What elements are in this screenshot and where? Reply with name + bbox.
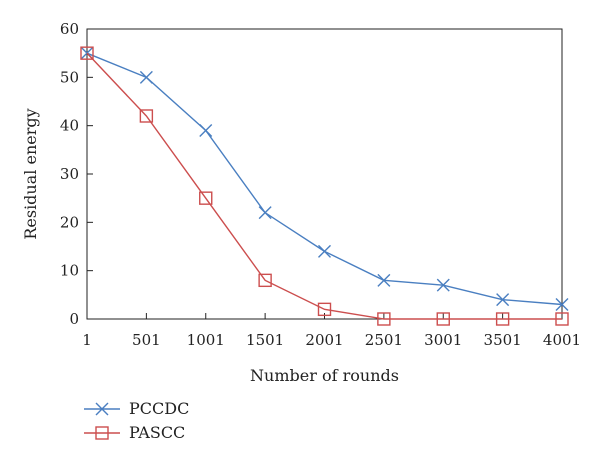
legend-marker-pccdc: [95, 402, 109, 416]
data-point-pccdc-1001: [199, 124, 213, 137]
y-tick-label: 30: [60, 165, 79, 183]
data-point-pccdc-1501: [258, 206, 272, 220]
y-tick-label: 10: [60, 262, 79, 280]
x-tick-label: 2501: [365, 331, 403, 349]
data-point-pccdc-2501: [377, 273, 391, 287]
y-tick-label: 50: [60, 68, 79, 86]
x-axis-ticks: 1 501 1001 1501 2001 2501 3001 3501 4001: [82, 313, 581, 349]
legend-item-pascc: PASCC: [84, 423, 185, 442]
series-layer: [80, 46, 569, 326]
data-point-pccdc-2001: [318, 244, 331, 258]
x-axis-label: Number of rounds: [250, 366, 399, 385]
data-point-pascc-1: [80, 46, 94, 60]
y-tick-label: 40: [60, 117, 79, 135]
x-tick-label: 1: [82, 331, 92, 349]
x-tick-label: 1501: [246, 331, 284, 349]
legend: PCCDC PASCC: [84, 399, 189, 442]
data-point-pccdc-4001: [555, 298, 569, 311]
x-tick-label: 501: [132, 331, 161, 349]
data-point-pascc-3001: [436, 312, 450, 326]
data-point-pascc-2001: [317, 302, 332, 317]
legend-item-pccdc: PCCDC: [84, 399, 189, 418]
y-axis-label: Residual energy: [21, 108, 40, 239]
data-point-pascc-1001: [199, 191, 213, 205]
series-line-pascc: [86, 52, 562, 320]
x-tick-label: 4001: [543, 331, 581, 349]
series-pascc: [80, 46, 569, 326]
y-axis-ticks: 0 10 20 30 40 50 60: [60, 20, 93, 328]
y-tick-label: 60: [60, 20, 79, 38]
y-tick-label: 0: [69, 310, 79, 328]
data-point-pccdc-3001: [436, 278, 450, 292]
legend-label: PASCC: [129, 423, 185, 442]
y-tick-label: 20: [60, 213, 79, 231]
data-point-pascc-1501: [258, 273, 272, 288]
plot-frame: [86, 28, 563, 320]
data-point-pccdc-3501: [496, 293, 510, 307]
data-point-pascc-501: [139, 109, 154, 123]
x-tick-label: 3001: [424, 331, 462, 349]
data-point-pascc-2501: [377, 312, 391, 326]
x-tick-label: 2001: [305, 331, 343, 349]
series-pccdc: [80, 46, 569, 311]
data-point-pascc-3501: [495, 312, 510, 326]
series-line-pccdc: [86, 52, 563, 306]
legend-label: PCCDC: [129, 399, 189, 418]
plot-axes: [86, 28, 563, 320]
legend-marker-pascc: [95, 426, 109, 440]
x-tick-label: 1001: [187, 331, 225, 349]
x-tick-label: 3501: [484, 331, 522, 349]
data-point-pascc-4001: [555, 312, 569, 326]
data-point-pccdc-501: [139, 70, 153, 84]
